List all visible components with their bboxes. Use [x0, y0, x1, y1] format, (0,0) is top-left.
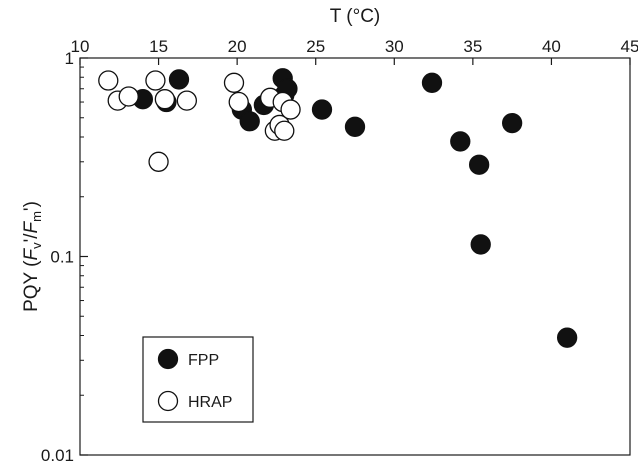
y-axis-title-mid: '/ — [21, 233, 42, 243]
y-axis-title-sub2: m — [29, 211, 44, 222]
hrap-point — [223, 72, 245, 93]
fpp-point — [468, 154, 490, 175]
hrap-point — [148, 151, 169, 172]
y-axis-title-suffix: ') — [21, 201, 42, 211]
hrap-point — [118, 86, 139, 107]
hrap-point — [280, 99, 301, 120]
hrap-point — [176, 90, 198, 111]
fpp-point — [450, 131, 471, 152]
x-tick-label: 15 — [149, 37, 168, 56]
fpp-point — [470, 234, 491, 255]
x-tick-label: 40 — [542, 37, 561, 56]
x-axis-title: T (°C) — [330, 6, 381, 27]
x-tick-label: 45 — [621, 37, 638, 56]
fpp-point — [311, 99, 333, 120]
fpp-point — [556, 327, 578, 348]
hrap-point — [274, 120, 295, 141]
series-fpp — [132, 68, 578, 348]
legend: FPP HRAP — [142, 336, 254, 423]
hrap-point — [228, 91, 249, 113]
y-tick-label: 0.1 — [50, 248, 74, 267]
legend-label-hrap: HRAP — [188, 394, 232, 411]
data-points — [98, 68, 578, 348]
y-tick-label: 0.01 — [41, 446, 74, 464]
fpp-point — [501, 112, 523, 134]
fpp-point — [168, 69, 190, 90]
x-tick-label: 25 — [306, 37, 325, 56]
y-tick-label: 1 — [65, 49, 74, 68]
fpp-point — [421, 72, 443, 93]
fpp-point — [344, 116, 366, 137]
x-tick-label: 20 — [228, 37, 247, 56]
series-hrap — [98, 70, 301, 172]
x-tick-label: 10 — [71, 37, 90, 56]
legend-marker-hrap — [157, 390, 179, 412]
hrap-point — [98, 70, 119, 91]
legend-marker-fpp — [157, 348, 179, 370]
x-tick-label: 35 — [463, 37, 482, 56]
y-axis-title-f1: F — [21, 248, 42, 261]
fpp-point — [239, 111, 260, 132]
y-axis-title-sub1: v — [29, 242, 44, 249]
axis-ticks: 10 15 20 25 30 35 40 45 0.01 0.1 1 — [41, 37, 638, 464]
hrap-point — [145, 70, 166, 91]
x-tick-label: 30 — [385, 37, 404, 56]
legend-label-fpp: FPP — [188, 352, 219, 369]
y-axis-title: PQY (Fv'/Fm') — [21, 201, 44, 312]
y-axis-title-prefix: PQY ( — [21, 260, 42, 312]
hrap-point — [154, 89, 176, 110]
y-axis-title-f2: F — [21, 221, 42, 234]
